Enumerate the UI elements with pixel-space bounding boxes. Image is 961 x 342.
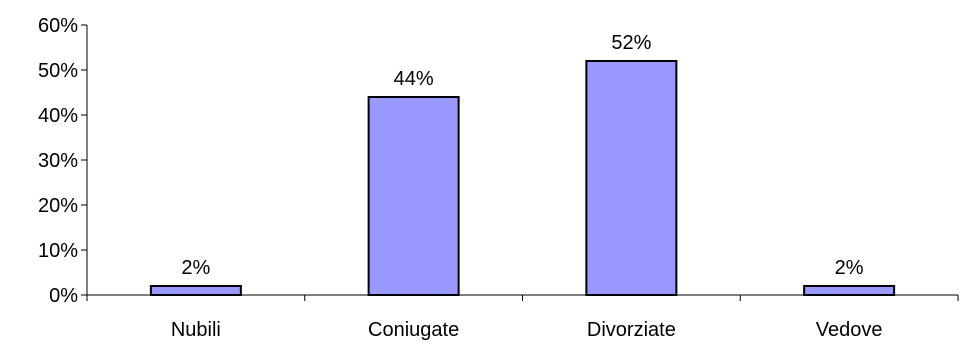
bars [149,60,896,296]
bar-vedove [803,285,896,296]
y-tick-label: 60% [38,15,78,37]
y-tick-label: 10% [38,240,78,262]
data-label: 44% [394,68,434,90]
y-tick-label: 0% [49,285,78,307]
data-labels: 2% 44% 52% 2% [181,32,863,279]
x-category-label: Vedove [816,319,883,341]
data-label: 2% [835,257,864,279]
x-category-label: Nubili [171,319,221,341]
data-label: 2% [181,257,210,279]
bar-divorziate [585,60,678,296]
y-tick-label: 50% [38,60,78,82]
bar-nubili [149,285,242,296]
y-tick-label: 40% [38,105,78,127]
x-category-label: Divorziate [587,319,676,341]
x-axis: Nubili Coniugate Divorziate Vedove [86,294,959,341]
y-tick-label: 30% [38,150,78,172]
y-tick-label: 20% [38,195,78,217]
data-label: 52% [611,32,651,54]
x-category-label: Coniugate [368,319,459,341]
y-axis: 0% 10% 20% 30% 40% 50% 60% [38,15,88,307]
bar-coniugate [367,96,460,296]
